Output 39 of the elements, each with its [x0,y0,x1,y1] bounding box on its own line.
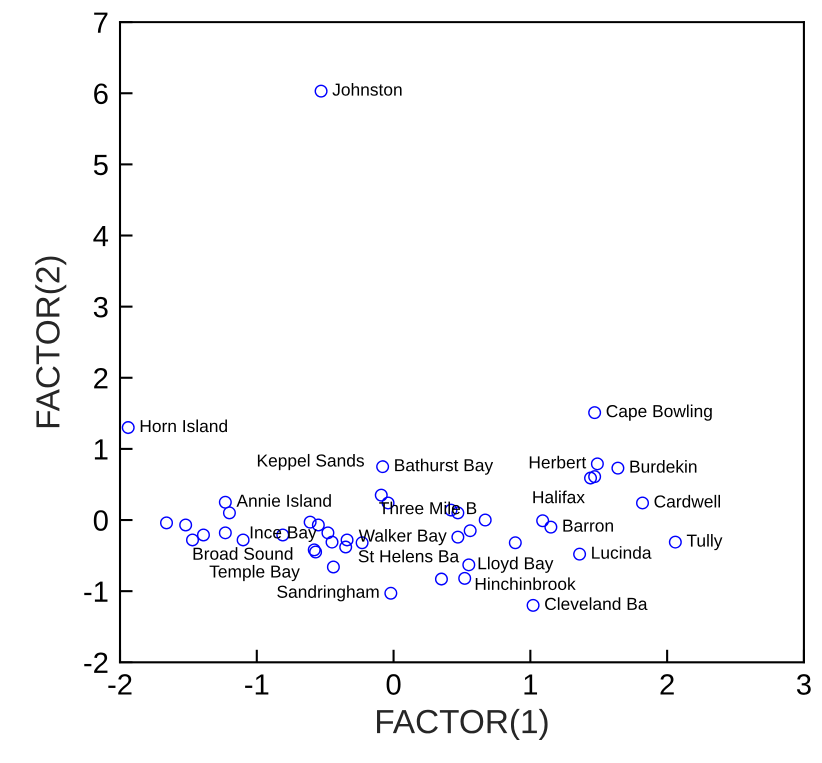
annotation: Lucinda [592,546,652,559]
annotation: Walker Bay [358,529,447,546]
annotation: Halifax [533,490,585,504]
annotation: Broad Sound [194,547,292,560]
annotation: Johnston [332,83,402,96]
annotation: St Helens Ba [358,550,460,562]
annotation: Sandringham [277,585,379,602]
annotation: Tully [686,534,722,550]
y-tick-label: 1 [94,439,108,460]
x-tick-label: 2 [660,674,674,695]
annotation: Hinchinbrook [476,577,576,590]
x-tick-label: 3 [796,674,811,695]
annotation: Keppel Sands [258,454,364,470]
annotation: Horn Island [140,419,227,432]
y-tick-label: 6 [94,83,108,104]
annotation: Lloyd Bay [478,556,554,573]
annotation: Cape Bowling [606,404,712,421]
y-axis-title: FACTOR(2) [35,256,66,428]
y-tick-label: 7 [94,12,108,33]
y-tick-label: -2 [84,652,108,673]
x-tick-label: 0 [386,674,401,695]
x-tick-label: -1 [245,674,268,695]
x-tick-label: -2 [108,674,132,695]
x-axis-title: FACTOR(1) [377,708,548,740]
annotation: Cleveland Ba [545,597,648,610]
y-tick-label: 2 [94,368,108,388]
x-tick-label: 1 [524,674,538,695]
annotation: Bathurst Bay [395,458,494,475]
y-tick-label: 5 [94,154,108,176]
annotation: Cardwell [654,494,720,508]
y-tick-label: 4 [93,226,108,246]
y-tick-label: 0 [94,510,108,531]
annotation: Burdekin [630,460,696,473]
annotation: Herbert [530,456,586,468]
annotation: Annie Island [236,494,331,507]
y-tick-label: -1 [84,582,108,602]
annotation: Temple Bay [210,564,300,582]
y-tick-label: 3 [94,296,108,318]
annotation: Barron [563,520,613,532]
